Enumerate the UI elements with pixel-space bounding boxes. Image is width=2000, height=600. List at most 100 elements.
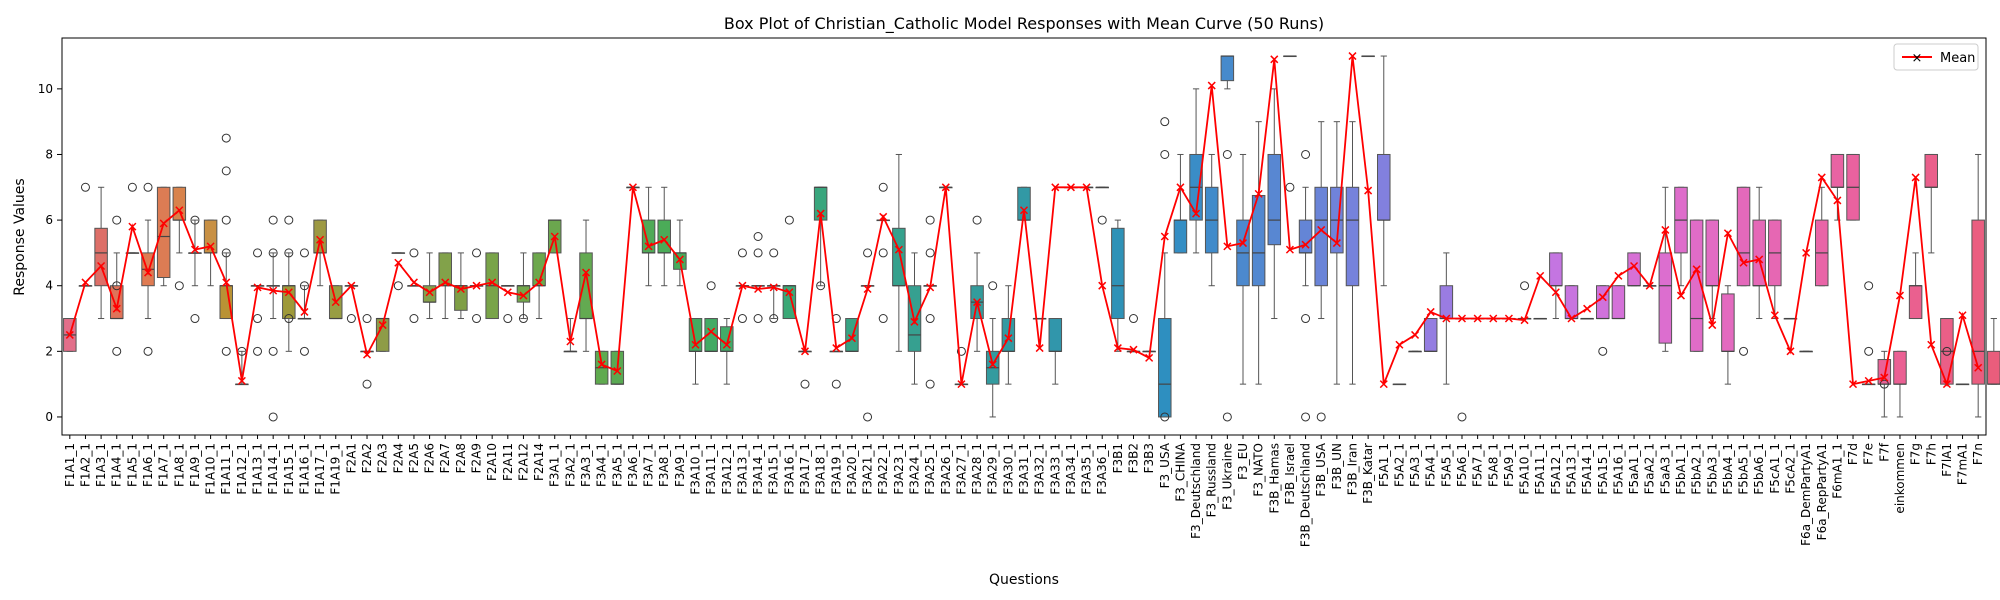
box-F3A22_1: [876, 182, 890, 324]
x-tick-label: F3A4_1: [595, 443, 609, 487]
outlier-point: [1864, 281, 1874, 291]
box-body: [1893, 350, 1907, 385]
mean-marker-F3A31_1: [1019, 206, 1029, 215]
mean-marker-F3A25_1: [926, 283, 935, 292]
mean-marker-F3A14_1: [754, 284, 763, 294]
x-tick-label: F1A8_1: [172, 443, 186, 487]
mean-marker-F5bA3_1: [1708, 321, 1717, 330]
mean-marker-F2A5: [409, 278, 418, 287]
x-tick-label: F3A36_1: [1095, 443, 1109, 495]
x-tick-label: F1A4_1: [110, 443, 124, 487]
x-tick-label: F3A7_1: [642, 443, 656, 487]
mean-marker-F5A1_1: [1379, 380, 1388, 389]
y-tick-label: 2: [45, 344, 53, 358]
outlier-point: [112, 215, 122, 225]
x-tick-label: F1A9_1: [188, 443, 202, 487]
x-tick-label: F3A30_1: [1001, 443, 1015, 495]
x-tick-label: F3A25_1: [923, 443, 937, 495]
x-tick-label: F3A29_1: [986, 443, 1000, 495]
outlier-point: [393, 281, 403, 291]
mean-marker-F3_CHINA: [1176, 183, 1185, 192]
boxes-layer: [63, 55, 2000, 422]
y-tick-label: 10: [38, 82, 53, 96]
x-tick-label: F5bA2_1: [1690, 443, 1704, 495]
box-F6a_RepPartyA1: [1814, 186, 1829, 287]
box-F3B_Israel: [1283, 55, 1297, 192]
x-tick-label: F3A19_1: [829, 443, 843, 495]
mean-marker-F5A5_1: [1442, 314, 1451, 323]
x-tick-label: F7g: [1909, 443, 1923, 465]
box-F1A9_1: [188, 215, 202, 324]
x-tick-label: F3B_Iran: [1345, 443, 1359, 495]
mean-marker-F1A13_1: [253, 283, 262, 292]
outlier-point: [1160, 412, 1170, 422]
box-F5A6_1: [1455, 317, 1469, 422]
outlier-point: [1301, 149, 1311, 159]
chart-title: Box Plot of Christian_Catholic Model Res…: [724, 14, 1324, 34]
x-tick-label: F1A3_1: [94, 443, 108, 487]
mean-marker-F3B1: [1113, 344, 1122, 353]
mean-marker-F3B3: [1145, 353, 1154, 362]
outlier-point: [878, 314, 888, 324]
y-axis-label: Response Values: [12, 178, 28, 295]
mean-marker-F3A33_1: [1051, 183, 1060, 192]
mean-marker-F2A2: [362, 350, 372, 359]
box-undefined: [1987, 318, 2000, 385]
mean-marker-F3A9_1: [675, 255, 684, 264]
mean-marker-F2A8: [456, 284, 465, 294]
outlier-point: [143, 346, 153, 356]
mean-marker-F3B_Deutschland: [1301, 240, 1310, 249]
box-F1A11_1: [219, 133, 234, 356]
outlier-point: [346, 314, 356, 324]
mean-marker-F1A4_1: [112, 304, 121, 313]
outlier-point: [518, 314, 528, 324]
x-tick-label: F3_CHINA: [1173, 442, 1187, 501]
mean-marker-F3A32_1: [1035, 344, 1044, 353]
box-body: [1111, 227, 1125, 320]
x-tick-label: F2A9: [470, 443, 484, 473]
outlier-point: [1160, 149, 1170, 159]
mean-marker-F7mA1: [1958, 311, 1967, 320]
outlier-point: [253, 248, 263, 258]
outlier-point: [706, 281, 716, 291]
box-F7e: [1861, 281, 1876, 386]
box-F2A6: [422, 252, 437, 320]
x-tick-label: F5A2_1: [1392, 443, 1406, 487]
box-F2A8: [454, 252, 468, 320]
outlier-point: [800, 379, 810, 389]
mean-marker-F3A6_1: [628, 183, 637, 192]
mean-marker-F3A22_1: [879, 212, 888, 221]
x-tick-label: F3A3_1: [579, 443, 593, 487]
box-body: [1173, 219, 1188, 254]
x-tick-label: F1A15_1: [282, 443, 296, 495]
mean-marker-F2A7: [441, 278, 450, 287]
mean-marker-F3B_Hamas: [1270, 55, 1279, 64]
mean-marker-F3A23_1: [894, 245, 903, 254]
x-tick-label: F2A5: [407, 443, 421, 473]
box-F1A6_1: [141, 182, 155, 356]
outlier-point: [737, 248, 747, 258]
box-F5bA4_1: [1721, 285, 1735, 385]
mean-marker-F5bA2_1: [1692, 265, 1701, 274]
mean-marker-F2A11: [503, 288, 512, 297]
mean-marker-F3B_USA: [1317, 225, 1326, 234]
x-tick-label: F1A17_1: [313, 443, 327, 495]
mean-marker-einkommen: [1895, 291, 1904, 300]
outlier-point: [362, 379, 372, 389]
mean-marker-F7n: [1974, 363, 1983, 372]
x-tick-label: F5A15_1: [1596, 443, 1610, 495]
box-F3B_Hamas: [1267, 88, 1282, 320]
mean-marker-F3A27_1: [957, 380, 966, 389]
box-body: [1830, 153, 1845, 188]
mean-marker-F3_Deutschland: [1192, 209, 1201, 218]
x-tick-label: F5aA1_1: [1627, 443, 1641, 494]
x-tick-label: F2A6: [423, 443, 437, 473]
x-tick-label: F1A14_1: [266, 443, 280, 495]
x-tick-label: F3A24_1: [908, 443, 922, 495]
box-F6a_DemPartyA1: [1799, 350, 1813, 353]
mean-marker-F2A1: [347, 281, 356, 290]
mean-marker-F7h: [1927, 340, 1936, 349]
x-tick-label: F5bA1_1: [1674, 443, 1688, 495]
legend: × Mean: [1893, 43, 1979, 71]
x-tick-label: F5cA1_1: [1768, 443, 1782, 494]
